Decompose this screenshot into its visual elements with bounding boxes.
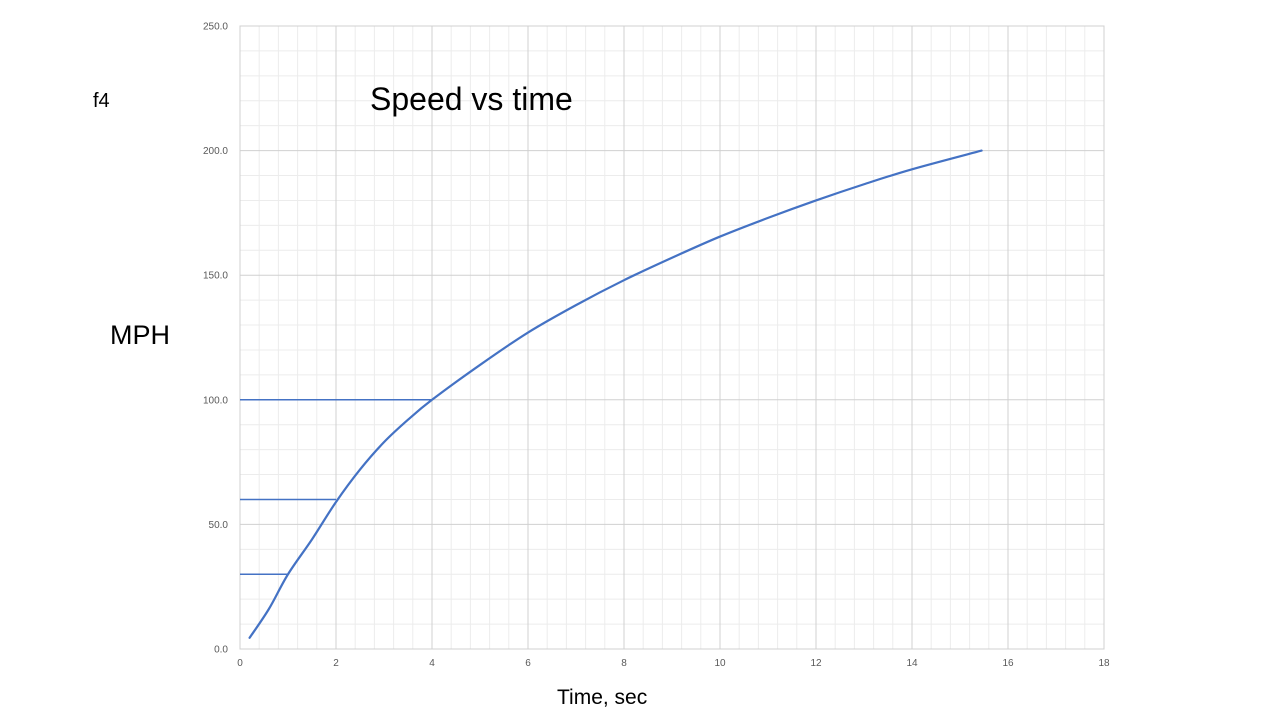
x-tick-label: 10 — [714, 658, 726, 669]
x-tick-label: 14 — [906, 658, 918, 669]
x-axis-label: Time, sec — [557, 686, 648, 709]
minor-gridlines — [240, 26, 1104, 649]
y-tick-label: 100.0 — [203, 395, 228, 406]
y-tick-label: 150.0 — [203, 271, 228, 282]
y-tick-label: 0.0 — [214, 645, 228, 656]
major-gridlines — [239, 25, 1105, 650]
x-tick-label: 8 — [621, 658, 627, 669]
x-tick-label: 0 — [237, 658, 243, 669]
x-tick-label: 2 — [333, 658, 339, 669]
x-tick-label: 12 — [810, 658, 822, 669]
y-tick-label: 250.0 — [203, 22, 228, 33]
x-tick-label: 16 — [1002, 658, 1014, 669]
y-tick-label: 200.0 — [203, 146, 228, 157]
series-group — [248, 149, 983, 639]
y-axis-ticks: 0.0 50.0 100.0 150.0 200.0 250.0 — [203, 22, 228, 656]
chart-title: Speed vs time — [370, 81, 573, 117]
y-axis-label: MPH — [110, 320, 170, 350]
x-tick-label: 6 — [525, 658, 531, 669]
reference-lines — [240, 399, 432, 575]
plot-area — [239, 25, 1105, 650]
corner-label: f4 — [93, 90, 110, 112]
x-tick-label: 4 — [429, 658, 435, 669]
x-axis-ticks: 0 2 4 6 8 10 12 14 16 18 — [237, 658, 1110, 669]
speed-series-line — [248, 149, 983, 639]
y-tick-label: 50.0 — [209, 520, 229, 531]
x-tick-label: 18 — [1098, 658, 1110, 669]
